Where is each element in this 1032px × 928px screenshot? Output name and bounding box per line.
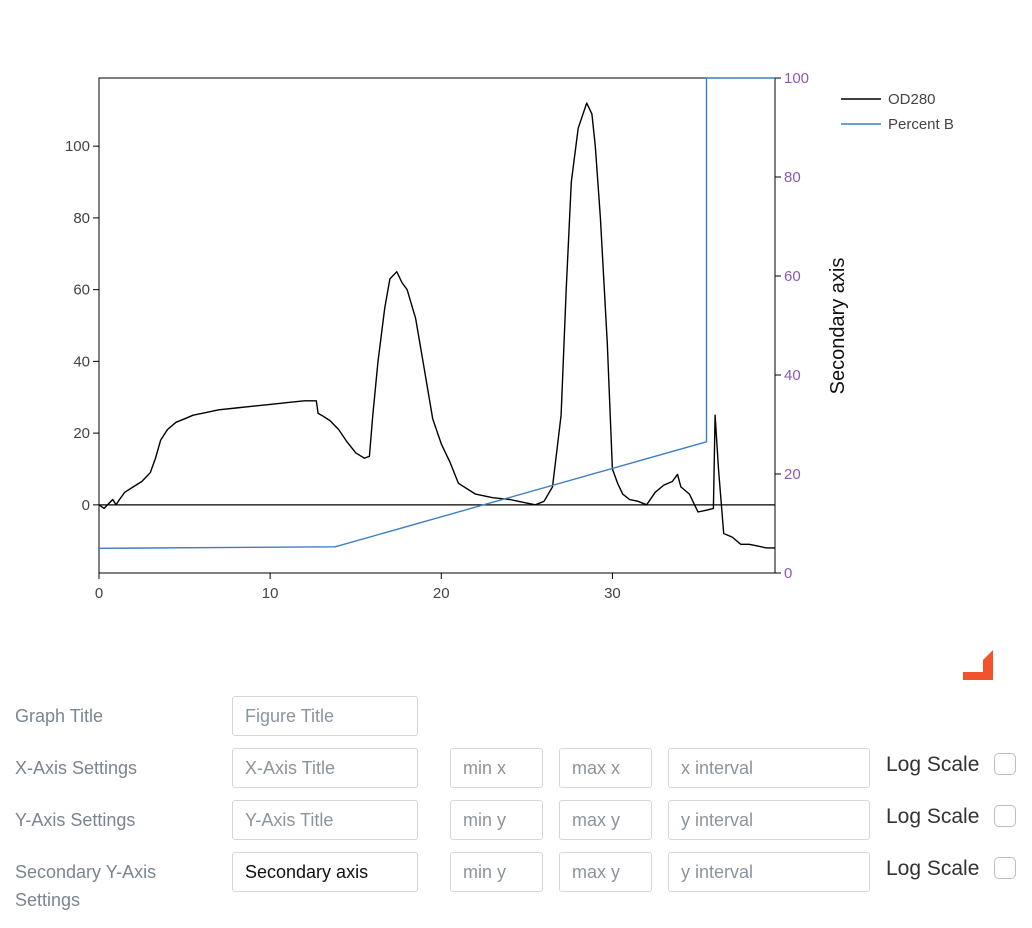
y-axis-title-input[interactable] (232, 800, 418, 840)
y2-log-scale-checkbox[interactable] (994, 857, 1016, 879)
y-tick-label: 100 (65, 138, 90, 155)
percent-b-series-line (98, 77, 775, 549)
secondary-y-axis-title: Secondary axis (827, 258, 849, 395)
legend: OD280 Percent B (841, 91, 954, 133)
y-log-scale-label: Log Scale (886, 805, 980, 828)
y2-max-input[interactable] (559, 852, 652, 892)
resize-handle-icon[interactable] (963, 650, 993, 680)
y2-tick-label: 80 (784, 169, 801, 186)
y-tick-label: 80 (73, 210, 90, 227)
y2-interval-input[interactable] (668, 852, 870, 892)
chromatogram-chart: 0 10 20 30 0 20 40 60 80 100 0 20 40 60 80 100 OD280 P… (65, 70, 954, 602)
plot-frame (98, 77, 776, 574)
y2-tick-label: 60 (784, 268, 801, 285)
x-axis-title-input[interactable] (232, 748, 418, 788)
y-axis-settings-label: Y-Axis Settings (15, 810, 136, 830)
y-tick-label: 20 (73, 425, 90, 442)
x-log-scale-checkbox[interactable] (994, 753, 1016, 775)
y-max-input[interactable] (559, 800, 652, 840)
secondary-y-axis-title-input[interactable] (232, 852, 418, 892)
x-log-scale-label: Log Scale (886, 753, 980, 776)
y2-min-input[interactable] (450, 852, 543, 892)
secondary-y-axis-ticks: 0 20 40 60 80 100 (775, 70, 809, 582)
x-tick-label: 0 (95, 585, 103, 602)
y-tick-label: 40 (73, 353, 90, 370)
y2-tick-label: 20 (784, 466, 801, 483)
graph-title-label: Graph Title (15, 706, 104, 726)
y2-log-scale-label: Log Scale (886, 857, 980, 880)
x-max-input[interactable] (559, 748, 652, 788)
secondary-y-axis-settings-label: Secondary Y-Axis Settings (15, 862, 157, 910)
y2-tick-label: 0 (784, 565, 792, 582)
od280-series-line (98, 102, 775, 549)
y-interval-input[interactable] (668, 800, 870, 840)
y-tick-label: 60 (73, 282, 90, 299)
x-tick-label: 10 (262, 585, 279, 602)
legend-label: OD280 (888, 91, 936, 108)
y-log-scale-checkbox[interactable] (994, 805, 1016, 827)
y-tick-label: 0 (82, 497, 90, 514)
graph-title-input[interactable] (232, 696, 418, 736)
x-axis-settings-label: X-Axis Settings (15, 758, 138, 778)
x-tick-label: 20 (433, 585, 450, 602)
y2-tick-label: 100 (784, 70, 809, 87)
legend-label: Percent B (888, 116, 954, 133)
y-min-input[interactable] (450, 800, 543, 840)
x-interval-input[interactable] (668, 748, 870, 788)
x-axis-ticks: 0 10 20 30 (95, 573, 621, 602)
x-min-input[interactable] (450, 748, 543, 788)
series-lines (98, 77, 775, 549)
x-tick-label: 30 (604, 585, 621, 602)
y-axis-ticks: 0 20 40 60 80 100 (65, 138, 99, 514)
y2-tick-label: 40 (784, 367, 801, 384)
